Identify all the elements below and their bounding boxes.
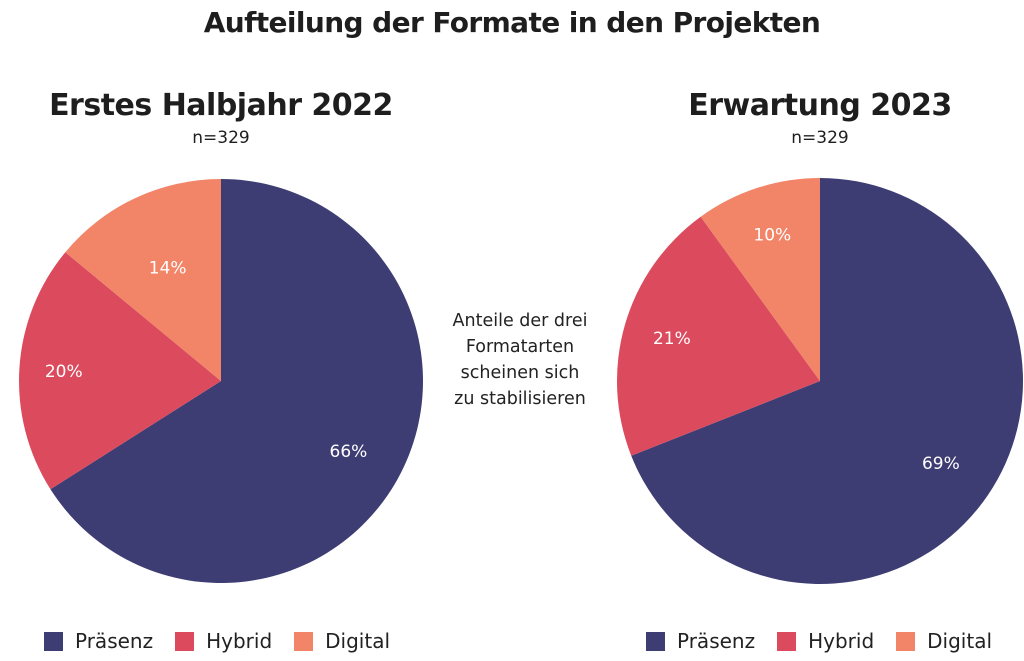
note-line: zu stabilisieren [454,389,586,409]
slice-label: 66% [330,442,368,462]
legend-item-digital: Digital [896,629,992,653]
legend-2022: Präsenz Hybrid Digital [44,629,412,653]
slice-label: 20% [45,362,83,382]
slice-label: 69% [922,454,960,474]
pie-slice-praesenz [631,178,1023,584]
legend-label: Digital [325,629,391,653]
legend-swatch-digital [896,631,916,651]
legend-item-digital: Digital [294,629,390,653]
legend-label: Hybrid [206,629,273,653]
legend-label: Hybrid [808,629,875,653]
pie-title-2022: Erstes Halbjahr 2022 [49,88,393,123]
sample-size-2022: n=329 [192,128,250,148]
legend-label: Präsenz [75,629,154,653]
note-line: Formatarten [465,337,575,357]
pie-slice-praesenz [50,179,423,584]
slice-label: 14% [149,259,187,279]
legend-swatch-hybrid [777,631,797,651]
pie-slice-digital [65,179,221,381]
chart-title: Aufteilung der Formate in den Projekten [203,6,821,39]
slice-label: 10% [753,225,791,245]
pie-slice-digital [700,178,820,381]
legend-item-praesenz: Präsenz [646,629,755,653]
legend-label: Präsenz [677,629,756,653]
note-line: Anteile der drei [452,311,588,331]
sample-size-2023: n=329 [791,128,849,148]
legend-item-praesenz: Präsenz [44,629,153,653]
note-line: scheinen sich [460,363,580,383]
legend-swatch-hybrid [175,631,195,651]
legend-swatch-digital [294,631,314,651]
legend-item-hybrid: Hybrid [175,629,272,653]
legend-label: Digital [927,629,993,653]
pie-chart-2022: 66% 20% 14% [18,179,423,584]
pie-slice-hybrid [18,252,221,490]
legend-swatch-praesenz [44,631,63,651]
pie-chart-2023: 69% 21% 10% [616,178,1023,584]
legend-swatch-praesenz [646,631,665,651]
pie-title-2023: Erwartung 2023 [688,88,952,123]
slice-label: 21% [653,329,691,349]
legend-2023: Präsenz Hybrid Digital [646,629,1014,653]
pie-slice-hybrid [616,216,820,456]
annotation-note: Anteile der drei Formatarten scheinen si… [430,308,610,412]
legend-item-hybrid: Hybrid [777,629,874,653]
